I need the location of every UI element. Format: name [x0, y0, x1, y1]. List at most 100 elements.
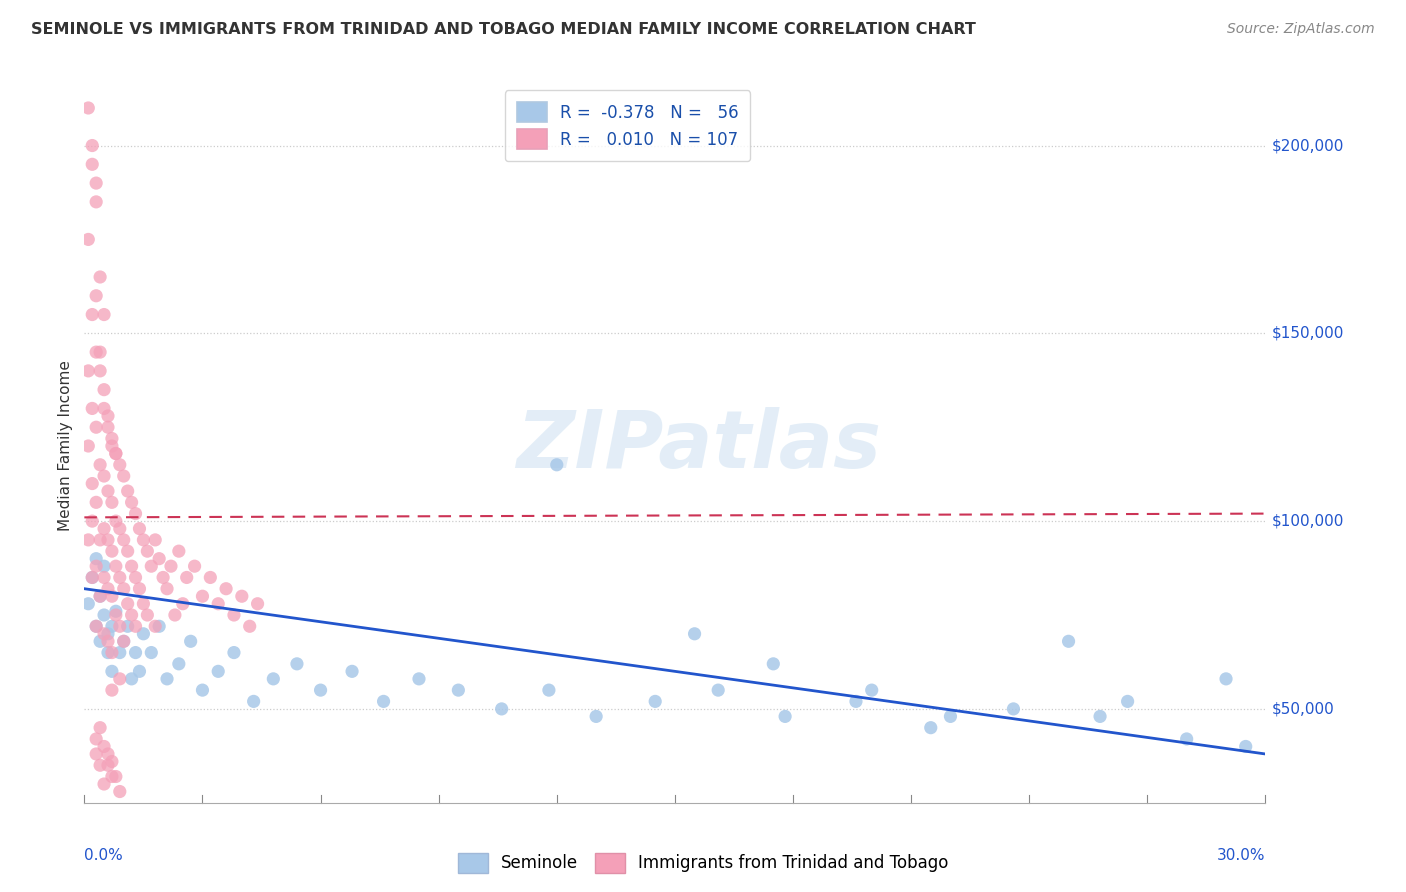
- Point: [920, 721, 942, 735]
- Legend: Seminole, Immigrants from Trinidad and Tobago: Seminole, Immigrants from Trinidad and T…: [451, 847, 955, 880]
- Point: [1175, 731, 1198, 746]
- Point: [108, 784, 131, 798]
- Point: [112, 634, 135, 648]
- Point: [84, 731, 107, 746]
- Point: [101, 439, 124, 453]
- Point: [143, 619, 166, 633]
- Point: [148, 619, 170, 633]
- Point: [121, 495, 143, 509]
- Point: [101, 432, 124, 446]
- Point: [117, 597, 139, 611]
- Point: [93, 401, 115, 416]
- Point: [82, 138, 104, 153]
- Point: [1002, 702, 1025, 716]
- Point: [89, 589, 111, 603]
- Point: [77, 101, 100, 115]
- Point: [104, 559, 127, 574]
- Point: [104, 446, 127, 460]
- Point: [89, 458, 111, 472]
- Point: [104, 770, 127, 784]
- Point: [89, 364, 111, 378]
- Point: [97, 484, 120, 499]
- Text: $100,000: $100,000: [1271, 514, 1344, 529]
- Point: [845, 694, 868, 708]
- Point: [239, 619, 262, 633]
- Point: [191, 683, 214, 698]
- Point: [97, 420, 120, 434]
- Point: [121, 672, 143, 686]
- Point: [117, 619, 139, 633]
- Point: [112, 533, 135, 547]
- Point: [707, 683, 730, 698]
- Point: [1057, 634, 1080, 648]
- Text: Source: ZipAtlas.com: Source: ZipAtlas.com: [1227, 22, 1375, 37]
- Point: [101, 646, 124, 660]
- Point: [124, 646, 146, 660]
- Point: [112, 469, 135, 483]
- Point: [191, 589, 214, 603]
- Point: [1215, 672, 1237, 686]
- Point: [1088, 709, 1111, 723]
- Point: [200, 570, 222, 584]
- Point: [104, 446, 127, 460]
- Point: [101, 755, 124, 769]
- Point: [180, 634, 202, 648]
- Point: [97, 758, 120, 772]
- Point: [89, 721, 111, 735]
- Point: [82, 401, 104, 416]
- Point: [683, 627, 706, 641]
- Point: [89, 758, 111, 772]
- Point: [128, 522, 150, 536]
- Point: [82, 157, 104, 171]
- Point: [93, 383, 115, 397]
- Point: [160, 559, 183, 574]
- Point: [82, 476, 104, 491]
- Point: [373, 694, 395, 708]
- Point: [773, 709, 796, 723]
- Point: [84, 345, 107, 359]
- Point: [93, 739, 115, 754]
- Point: [84, 559, 107, 574]
- Point: [136, 544, 159, 558]
- Point: [124, 619, 146, 633]
- Point: [108, 458, 131, 472]
- Point: [97, 409, 120, 423]
- Point: [97, 634, 120, 648]
- Point: [89, 634, 111, 648]
- Point: [183, 559, 205, 574]
- Point: [156, 582, 179, 596]
- Point: [117, 484, 139, 499]
- Point: [84, 495, 107, 509]
- Point: [108, 672, 131, 686]
- Point: [97, 627, 120, 641]
- Point: [101, 619, 124, 633]
- Point: [104, 607, 127, 622]
- Point: [447, 683, 470, 698]
- Point: [132, 627, 155, 641]
- Point: [84, 747, 107, 761]
- Point: [222, 646, 245, 660]
- Point: [108, 619, 131, 633]
- Point: [124, 507, 146, 521]
- Point: [1234, 739, 1257, 754]
- Point: [176, 570, 198, 584]
- Point: [112, 582, 135, 596]
- Point: [84, 619, 107, 633]
- Point: [222, 607, 245, 622]
- Point: [77, 597, 100, 611]
- Text: ZIPatlas: ZIPatlas: [516, 407, 882, 485]
- Point: [167, 544, 190, 558]
- Point: [104, 604, 127, 618]
- Point: [121, 607, 143, 622]
- Point: [246, 597, 269, 611]
- Point: [1116, 694, 1139, 708]
- Point: [143, 533, 166, 547]
- Point: [89, 270, 111, 285]
- Point: [97, 646, 120, 660]
- Point: [128, 665, 150, 679]
- Point: [89, 589, 111, 603]
- Point: [141, 646, 163, 660]
- Text: 30.0%: 30.0%: [1218, 848, 1265, 863]
- Point: [207, 665, 229, 679]
- Point: [108, 570, 131, 584]
